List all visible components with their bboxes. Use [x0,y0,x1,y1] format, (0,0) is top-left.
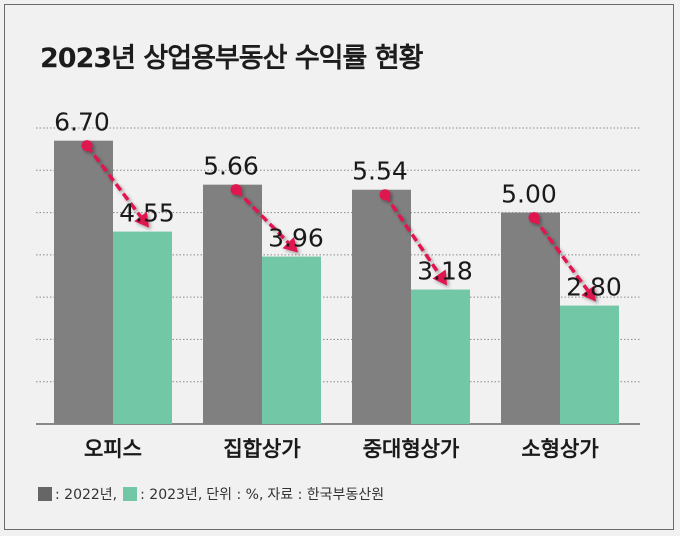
legend-source: 자료 : 한국부동산원 [267,487,385,503]
bar-2023-3 [411,289,470,424]
bar-2023-4 [560,305,619,424]
data-label-2022-1: 6.70 [54,108,110,137]
legend-label-2022: : 2022년, [55,487,118,503]
data-label-2022-3: 5.54 [352,157,408,186]
legend-label-2023: : 2023년, [140,487,203,503]
bar-2022-1 [54,140,113,424]
legend-swatch-2022 [38,487,52,501]
arrow-head [282,236,298,253]
category-label-2: 집합상가 [223,437,301,461]
category-label-4: 소형상가 [521,437,599,461]
arrow-shaft [532,216,590,292]
arrow-head [134,211,149,228]
data-label-2023-1: 4.55 [119,199,175,228]
legend-unit: 단위 : %, [206,487,264,503]
legend-swatch-2023 [123,487,138,501]
category-label-3: 중대형상가 [363,437,460,461]
trend-arrow-4 [528,212,596,302]
legend: : 2022년, : 2023년, 단위 : %, 자료 : 한국부동산원 [38,484,384,504]
data-label-2023-4: 2.80 [566,273,622,302]
bar-2022-3 [352,189,411,424]
data-label-2023-2: 3.96 [268,224,324,253]
arrow-head [581,285,596,302]
data-label-2022-2: 5.66 [203,152,259,181]
trend-arrow-1 [81,140,149,228]
arrow-shaft [85,144,142,218]
bar-2022-4 [501,212,560,424]
bar-2022-2 [203,184,262,424]
bar-2023-2 [262,256,321,424]
bar-2023-1 [113,231,172,424]
trend-arrow-3 [379,189,447,286]
arrow-head [432,269,447,286]
arrow-shaft [234,188,290,244]
data-label-2023-3: 3.18 [417,257,473,286]
chart-title: 2023년 상업용부동산 수익률 현황 [40,43,423,74]
category-label-1: 오피스 [84,437,142,461]
data-label-2022-4: 5.00 [501,180,557,209]
arrow-shaft [383,193,441,275]
trend-arrow-2 [230,184,298,253]
